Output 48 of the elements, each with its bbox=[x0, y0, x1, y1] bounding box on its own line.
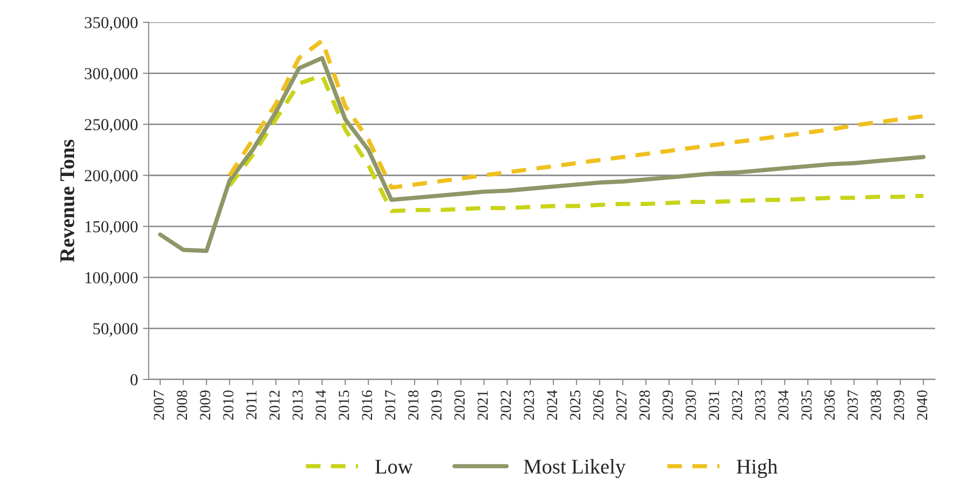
x-tick-label: 2025 bbox=[570, 390, 580, 420]
x-tick-label: 2038 bbox=[870, 390, 882, 420]
x-tick-label: 2033 bbox=[755, 390, 766, 420]
x-tick-label: 2010 bbox=[223, 390, 234, 420]
x-tick-label: 2036 bbox=[824, 390, 835, 420]
x-tick-label: 2017 bbox=[385, 390, 396, 420]
x-tick-label: 2026 bbox=[593, 390, 604, 420]
y-axis-title: Revenue Tons bbox=[60, 140, 74, 262]
x-tick-label: 2009 bbox=[200, 390, 210, 420]
x-tick-label: 2031 bbox=[708, 390, 720, 420]
x-tick-label: 2021 bbox=[478, 390, 488, 420]
x-tick-label: 2014 bbox=[316, 390, 326, 420]
x-tick-label: 2022 bbox=[500, 390, 511, 420]
x-tick-label: 2035 bbox=[801, 390, 812, 420]
line-series bbox=[158, 56, 926, 253]
x-tick-label: 2034 bbox=[778, 390, 789, 420]
x-tick-label: 2028 bbox=[639, 390, 650, 420]
y-tick-label: 50,000 bbox=[93, 323, 138, 337]
y-tick-label: 350,000 bbox=[84, 17, 138, 31]
x-tick-label: 2027 bbox=[616, 390, 627, 420]
y-tick-label: 150,000 bbox=[86, 221, 138, 235]
x-tick-label: 2023 bbox=[524, 390, 534, 420]
x-tick-label: 2013 bbox=[292, 390, 303, 420]
y-tick-label: 250,000 bbox=[84, 119, 138, 133]
x-tick-label: 2007 bbox=[154, 390, 164, 420]
legend-label: High bbox=[736, 459, 778, 478]
legend-label: Low bbox=[375, 460, 413, 474]
x-tick-label: 2037 bbox=[848, 390, 858, 420]
x-tick-label: 2012 bbox=[269, 390, 280, 420]
legend-label: Most Likely bbox=[524, 459, 626, 478]
x-tick-label: 2016 bbox=[362, 390, 372, 420]
line-series bbox=[228, 38, 926, 190]
x-tick-label: 2008 bbox=[176, 390, 188, 420]
x-tick-label: 2018 bbox=[408, 390, 418, 420]
x-tick-label: 2011 bbox=[246, 390, 257, 420]
y-tick-label: 0 bbox=[130, 374, 138, 386]
x-tick-label: 2032 bbox=[732, 390, 742, 420]
y-tick-label: 200,000 bbox=[84, 170, 138, 184]
x-tick-label: 2039 bbox=[894, 390, 904, 420]
y-tick-label: 300,000 bbox=[84, 68, 138, 82]
x-tick-label: 2029 bbox=[662, 390, 673, 420]
x-tick-label: 2019 bbox=[431, 390, 442, 420]
x-tick-label: 2040 bbox=[916, 390, 928, 420]
x-tick-label: 2020 bbox=[454, 390, 465, 420]
x-tick-label: 2030 bbox=[686, 390, 696, 420]
x-tick-label: 2015 bbox=[338, 390, 350, 420]
x-tick-label: 2024 bbox=[546, 390, 558, 420]
y-tick-label: 100,000 bbox=[86, 272, 138, 286]
